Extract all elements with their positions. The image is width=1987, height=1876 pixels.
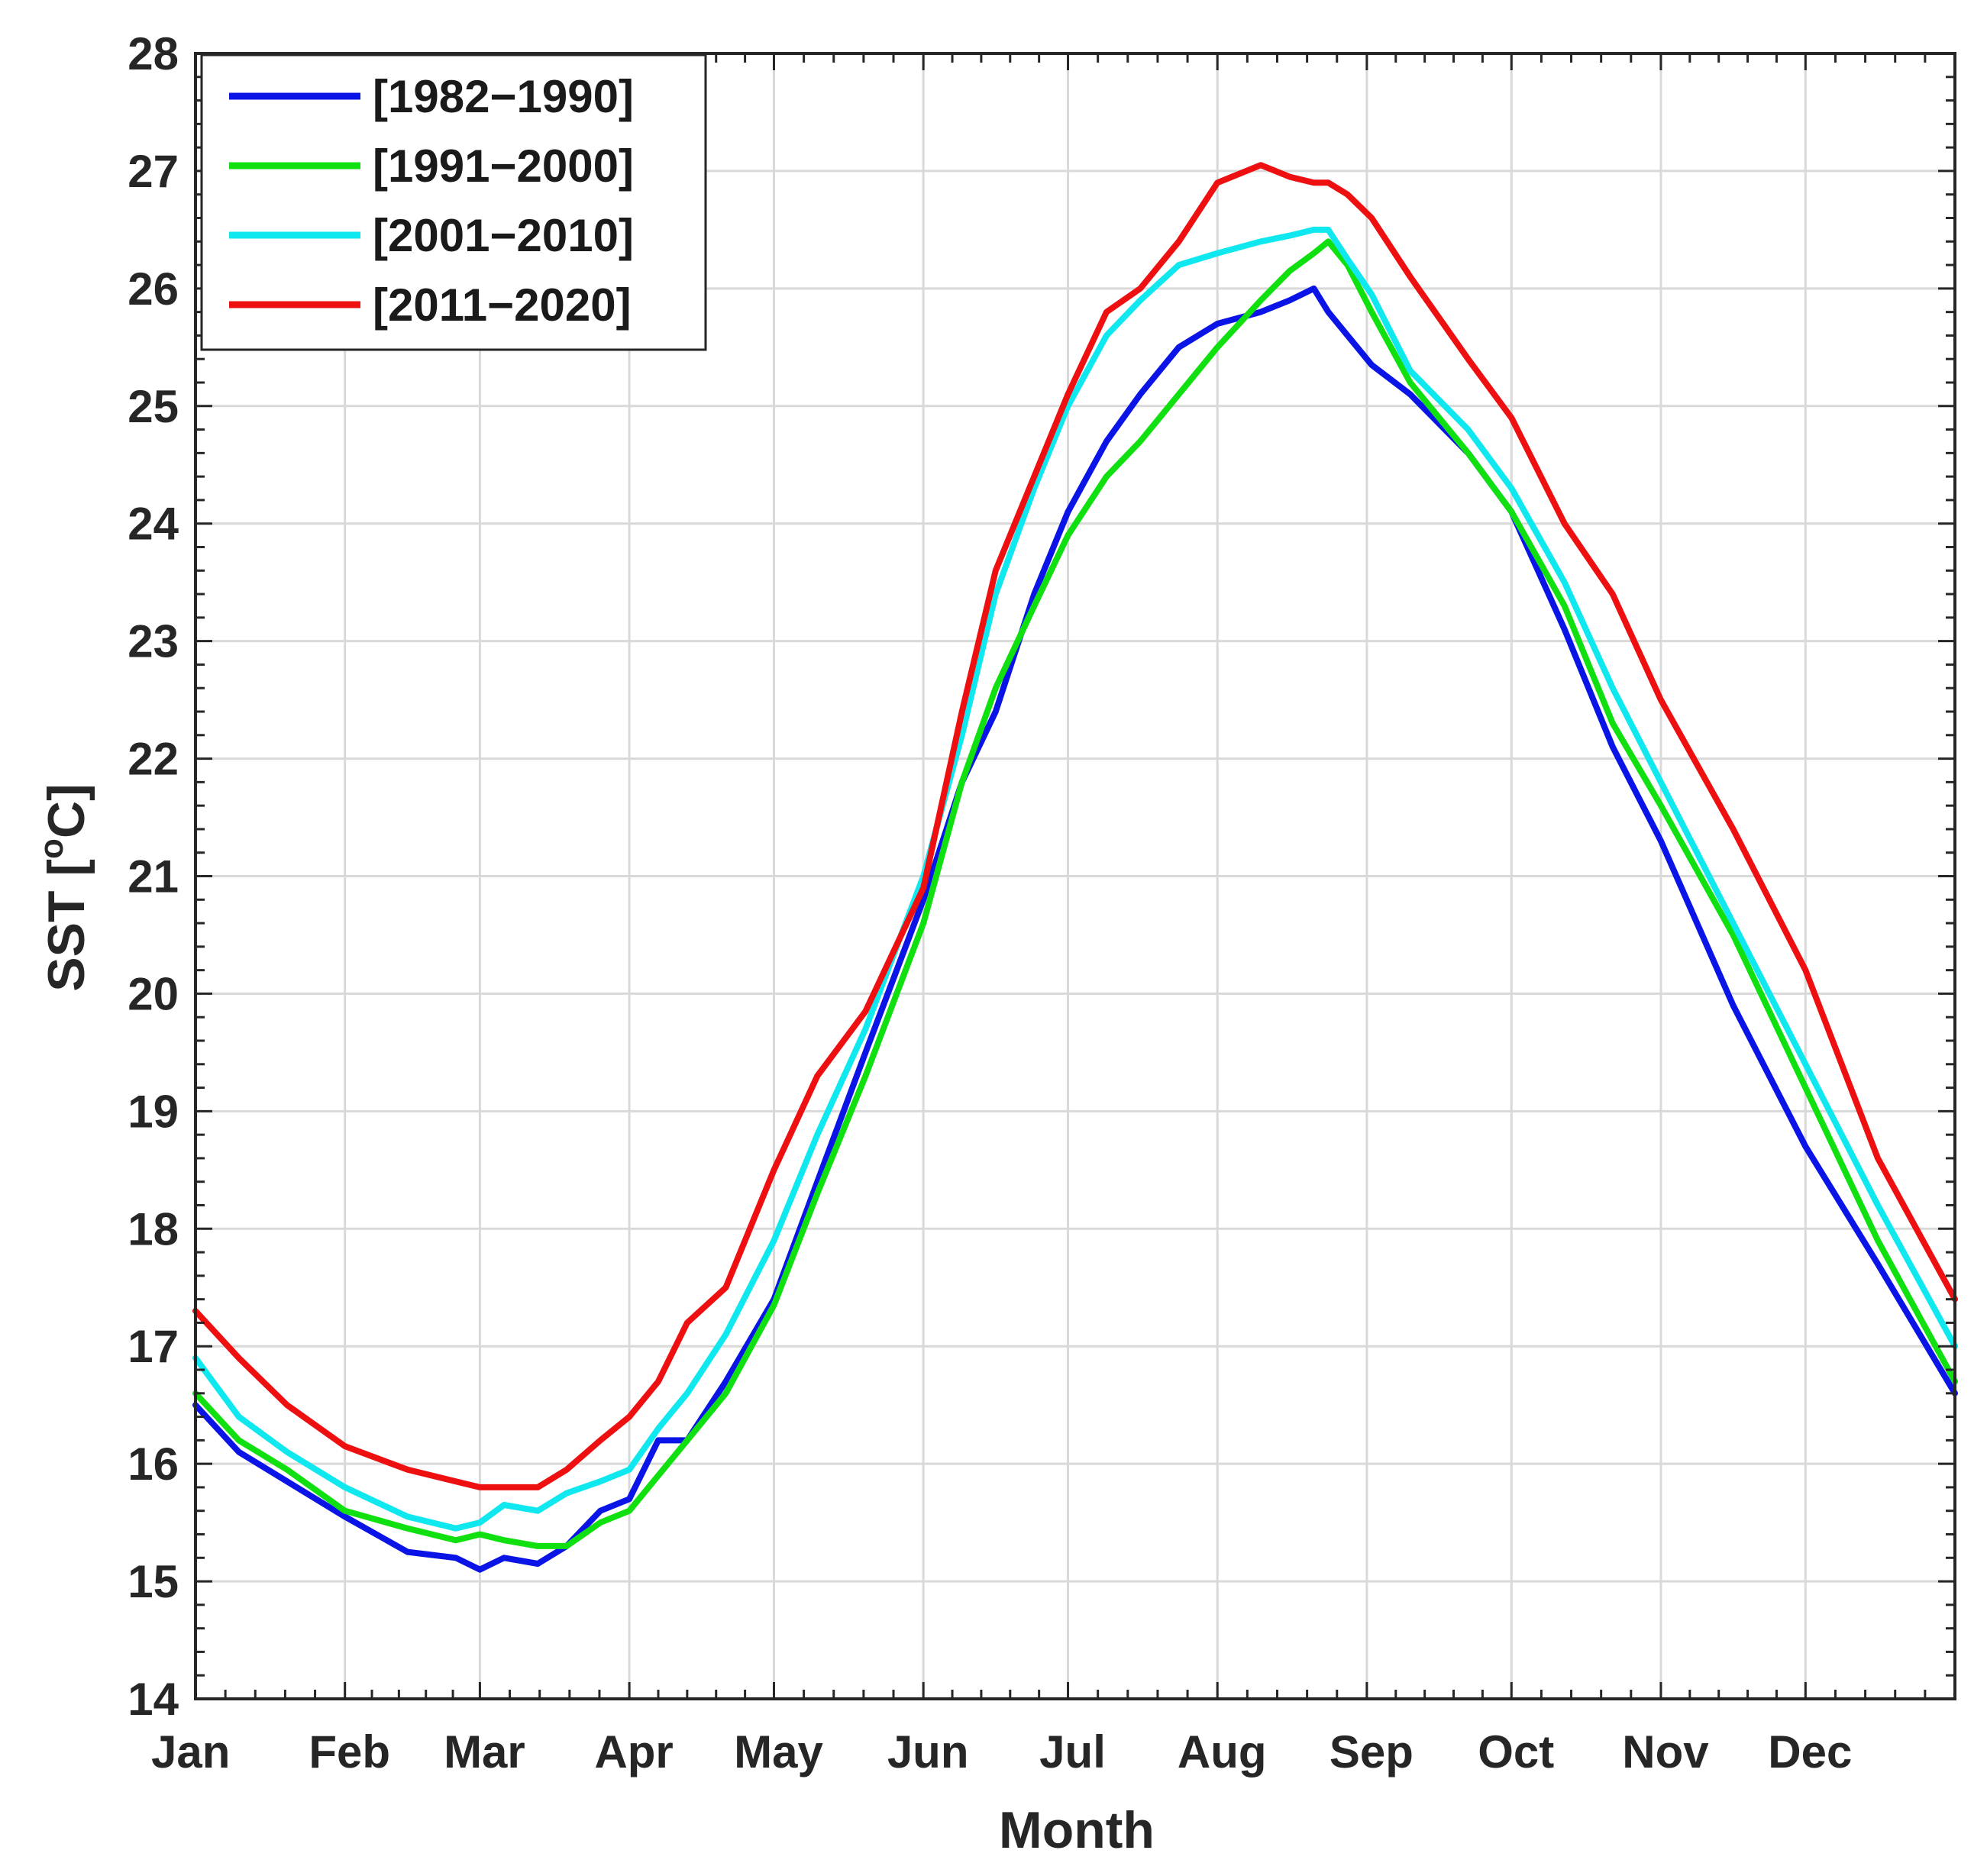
x-tick-label: Feb xyxy=(309,1726,390,1778)
x-tick-label: Aug xyxy=(1178,1726,1267,1778)
y-tick-label: 21 xyxy=(128,851,179,902)
y-tick-label: 23 xyxy=(128,616,179,667)
x-tick-labels: Jan Feb Mar Apr May Jun Jul Aug Sep Oct Nov Dec xyxy=(151,1726,1852,1778)
y-tick-label: 16 xyxy=(128,1438,179,1490)
series-line-3 xyxy=(192,226,1958,1532)
y-tick-label: 22 xyxy=(128,734,179,785)
y-axis-label-suffix: C] xyxy=(37,783,95,838)
y-tick-label: 19 xyxy=(128,1086,179,1137)
legend-label: [2011−2020] xyxy=(373,279,632,331)
x-tick-label: Jan xyxy=(151,1726,230,1778)
y-tick-label: 14 xyxy=(128,1674,179,1725)
x-tick-label: Jul xyxy=(1039,1726,1106,1778)
legend-box xyxy=(200,53,707,351)
series-line-4 xyxy=(192,162,1958,1490)
y-tick-label: 28 xyxy=(128,28,179,79)
y-tick-label: 24 xyxy=(128,499,179,550)
series-lines xyxy=(192,162,1958,1573)
legend: [1982−1990] [1991−2000] [2001−2010] [2011−2… xyxy=(200,53,707,351)
x-tick-label: Sep xyxy=(1330,1726,1414,1778)
y-tick-label: 27 xyxy=(128,146,179,197)
y-tick-label: 17 xyxy=(128,1321,179,1372)
y-tick-label: 15 xyxy=(128,1556,179,1607)
legend-label: [1991−2000] xyxy=(373,140,634,192)
y-axis-label-degree: o xyxy=(33,838,70,859)
x-tick-label: Jun xyxy=(887,1726,969,1778)
y-tick-label: 18 xyxy=(128,1203,179,1254)
legend-label: [2001−2010] xyxy=(373,210,634,261)
series-line-2 xyxy=(192,238,1958,1549)
x-tick-label: Nov xyxy=(1622,1726,1709,1778)
y-tick-label: 26 xyxy=(128,263,179,315)
y-tick-labels: 14 15 16 17 18 19 20 21 22 23 24 25 26 27 28 xyxy=(128,28,179,1725)
y-tick-label: 25 xyxy=(128,381,179,432)
x-tick-label: Dec xyxy=(1768,1726,1852,1778)
x-axis-label: Month xyxy=(999,1801,1155,1859)
y-axis-label: SST [oC] xyxy=(33,783,95,991)
x-tick-label: Oct xyxy=(1478,1726,1554,1778)
x-tick-label: May xyxy=(734,1726,823,1778)
y-axis-label-prefix: SST [ xyxy=(37,859,95,992)
legend-label: [1982−1990] xyxy=(373,71,634,122)
x-tick-label: Apr xyxy=(594,1726,673,1778)
y-tick-label: 20 xyxy=(128,968,179,1019)
x-tick-label: Mar xyxy=(444,1726,525,1778)
